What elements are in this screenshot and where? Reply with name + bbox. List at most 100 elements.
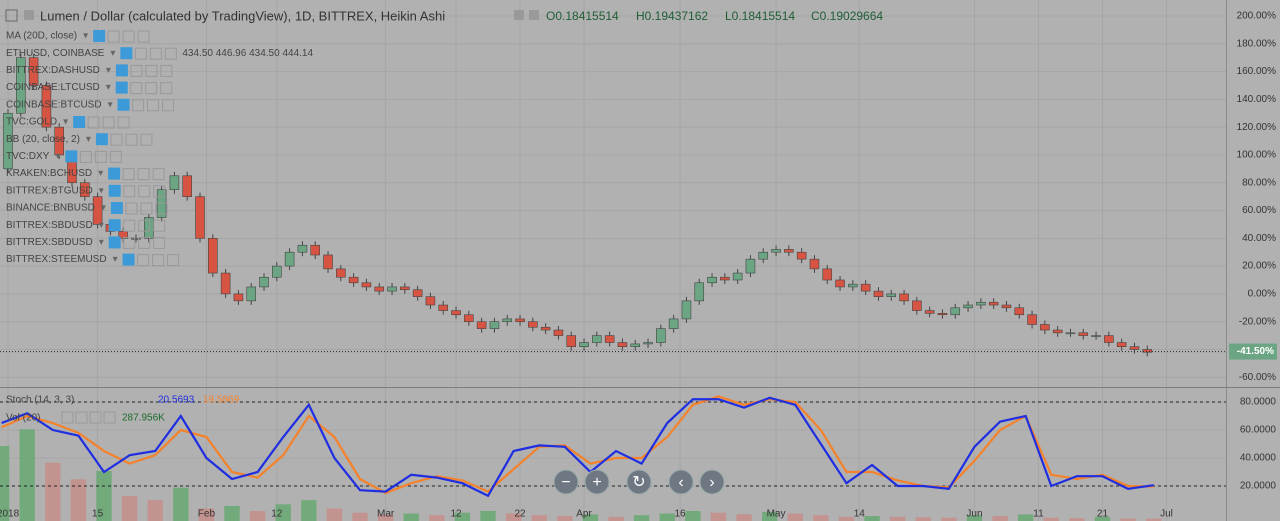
overlay-action-button[interactable]	[140, 133, 153, 146]
overlay-eye-button[interactable]	[73, 116, 86, 128]
volume-bar	[736, 514, 752, 521]
symbol-icon[interactable]	[24, 10, 34, 20]
overlay-action-button[interactable]	[94, 150, 107, 163]
candle-body	[425, 296, 436, 306]
overlay-dropdown: ▾	[63, 117, 68, 128]
volume-value: 287.956K	[122, 413, 165, 424]
overlay-action-button[interactable]	[167, 254, 180, 267]
candle-body	[796, 251, 807, 260]
scroll-right-button[interactable]	[699, 469, 725, 495]
settings-icon[interactable]	[529, 10, 539, 20]
overlay-eye-button[interactable]	[108, 184, 121, 197]
overlay-action-button[interactable]	[123, 185, 136, 198]
overlay-action-button[interactable]	[160, 64, 173, 77]
zoom-in-button[interactable]	[584, 469, 610, 495]
overlay-action-button[interactable]	[137, 168, 150, 181]
overlay-action-button[interactable]	[122, 30, 135, 43]
candle-body	[604, 335, 615, 343]
candle-body	[412, 289, 423, 297]
candle-body	[195, 196, 205, 239]
volume-action-button[interactable]	[103, 411, 116, 424]
overlay-eye-button[interactable]	[95, 133, 108, 146]
overlay-action-button[interactable]	[123, 219, 136, 232]
overlay-name: BINANCE:BNBUSD	[6, 203, 95, 214]
volume-action-button[interactable]	[89, 411, 102, 424]
overlay-action-button[interactable]	[130, 64, 143, 77]
overlay-action-button[interactable]	[123, 236, 136, 249]
eye-icon[interactable]	[514, 10, 524, 20]
y-tick-label: 180.00%	[1237, 38, 1277, 49]
overlay-action-button[interactable]	[138, 219, 151, 232]
reset-button[interactable]	[626, 469, 652, 495]
overlay-action-button[interactable]	[149, 47, 162, 60]
overlay-eye-button[interactable]	[122, 253, 135, 266]
overlay-dropdown: ▾	[101, 203, 106, 214]
overlay-action-button[interactable]	[122, 168, 135, 181]
overlay-action-button[interactable]	[164, 47, 177, 60]
overlay-action-button[interactable]	[87, 116, 100, 129]
overlay-action-button[interactable]	[155, 202, 168, 215]
overlay-action-button[interactable]	[137, 30, 150, 43]
overlay-eye-button[interactable]	[93, 30, 106, 42]
candle-body	[208, 238, 218, 274]
y-tick-label: 140.00%	[1237, 94, 1277, 105]
candle-body	[1142, 349, 1153, 353]
candle-body	[16, 57, 26, 114]
overlay-action-button[interactable]	[153, 219, 166, 232]
overlay-dropdown: ▾	[106, 82, 111, 93]
overlay-action-button[interactable]	[160, 82, 173, 95]
overlay-action-button[interactable]	[140, 202, 153, 215]
x-tick-label: 12	[271, 509, 283, 520]
overlay-action-button[interactable]	[152, 254, 165, 267]
overlay-eye-button[interactable]	[108, 167, 121, 180]
y-tick-label: 100.00%	[1237, 150, 1277, 161]
overlay-eye-button[interactable]	[108, 236, 121, 249]
overlay-eye-button[interactable]	[120, 47, 133, 60]
volume-action-button[interactable]	[61, 411, 74, 424]
overlay-action-button[interactable]	[145, 64, 158, 77]
overlay-eye-button[interactable]	[115, 64, 128, 77]
volume-action-button[interactable]	[75, 411, 88, 424]
candle-body	[336, 268, 346, 278]
overlay-eye-button[interactable]	[110, 202, 123, 214]
overlay-action-button[interactable]	[145, 82, 158, 95]
overlay-action-button[interactable]	[110, 133, 123, 146]
zoom-out-button[interactable]	[553, 469, 579, 495]
overlay-action-button[interactable]	[138, 236, 151, 249]
overlay-action-button[interactable]	[109, 150, 122, 163]
overlay-eye-button[interactable]	[117, 98, 130, 111]
overlay-name: TVC:DXY	[6, 151, 50, 162]
overlay-action-button[interactable]	[162, 99, 175, 112]
overlay-eye-button[interactable]	[115, 81, 128, 94]
scroll-left-button[interactable]	[668, 469, 694, 495]
overlay-action-button[interactable]	[138, 185, 151, 198]
overlay-action-button[interactable]	[152, 168, 165, 181]
candle-body	[361, 282, 372, 288]
overlay-eye-button[interactable]	[65, 150, 78, 163]
overlay-action-button[interactable]	[153, 185, 166, 198]
candle-body	[28, 57, 39, 86]
overlay-action-button[interactable]	[79, 150, 92, 163]
overlay-action-button[interactable]	[130, 82, 143, 95]
y-tick-label: 20.00%	[1242, 261, 1276, 272]
volume-bar	[557, 516, 573, 521]
overlay-action-button[interactable]	[117, 116, 130, 129]
overlay-action-button[interactable]	[107, 30, 120, 43]
y-tick-label: 80.00%	[1242, 177, 1276, 188]
volume-bar	[1120, 518, 1136, 521]
overlay-action-button[interactable]	[132, 99, 145, 112]
overlay-eye-button[interactable]	[108, 219, 121, 232]
candle-body	[476, 321, 487, 329]
candle-body	[3, 112, 13, 170]
collapse-icon[interactable]	[5, 9, 18, 22]
overlay-action-button[interactable]	[137, 254, 150, 267]
overlay-action-button[interactable]	[125, 202, 138, 215]
overlay-action-button[interactable]	[125, 133, 138, 146]
candle-body	[758, 251, 769, 260]
overlay-action-button[interactable]	[102, 116, 115, 129]
overlay-action-button[interactable]	[153, 236, 166, 249]
overlay-action-button[interactable]	[147, 99, 160, 112]
overlay-action-button[interactable]	[134, 47, 147, 60]
y-tick-label: -60.00%	[1239, 372, 1276, 383]
volume-bar	[966, 515, 983, 521]
